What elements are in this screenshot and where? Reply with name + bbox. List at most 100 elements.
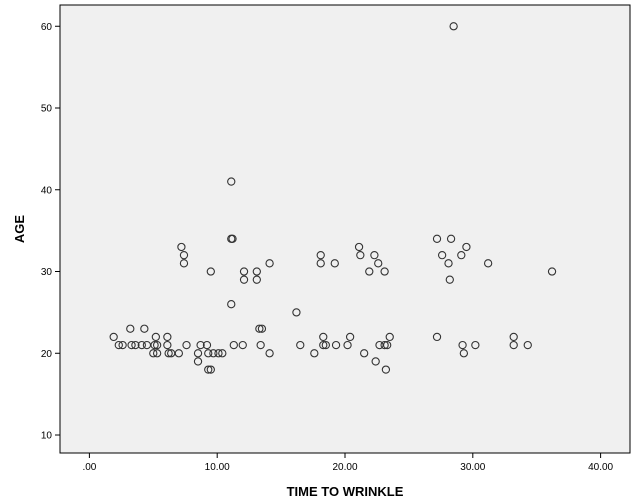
data-point — [227, 300, 236, 309]
data-point — [238, 340, 247, 350]
data-point — [446, 234, 456, 243]
data-point — [321, 340, 330, 350]
data-point — [179, 251, 189, 260]
data-point — [227, 177, 236, 186]
data-point — [150, 340, 159, 350]
data-point — [458, 340, 467, 350]
y-axis-title: AGE — [12, 215, 27, 244]
data-point — [459, 349, 469, 358]
data-point — [523, 340, 532, 350]
data-point — [239, 275, 249, 284]
data-point — [432, 234, 442, 243]
data-point — [316, 259, 325, 268]
data-point — [462, 242, 471, 252]
y-tick-label: 50 — [41, 104, 53, 115]
data-point — [370, 251, 379, 260]
data-point — [229, 340, 238, 350]
data-point — [163, 340, 172, 350]
data-point — [214, 349, 223, 358]
data-point — [163, 332, 172, 342]
x-tick-label: 10.00 — [205, 462, 230, 473]
data-point — [380, 340, 389, 350]
data-point — [140, 324, 149, 333]
data-point — [471, 340, 480, 350]
data-point — [432, 332, 442, 342]
data-point — [179, 259, 189, 268]
x-tick-label: 40.00 — [588, 462, 613, 473]
data-point — [152, 349, 162, 358]
data-point — [126, 324, 135, 333]
data-point — [345, 332, 355, 342]
data-point — [265, 349, 274, 358]
data-point — [131, 340, 140, 350]
data-point — [149, 349, 158, 358]
data-point — [114, 340, 123, 350]
data-point — [356, 251, 365, 260]
data-point — [228, 234, 237, 243]
x-tick-label: 30.00 — [460, 462, 485, 473]
data-point — [319, 340, 328, 350]
y-axis: 10 20 30 40 50 60 — [41, 22, 60, 442]
data-point — [354, 242, 364, 252]
data-point — [316, 251, 325, 260]
data-point — [330, 259, 339, 268]
data-point — [444, 259, 453, 268]
y-tick-label: 30 — [41, 267, 53, 278]
y-tick-label: 40 — [41, 185, 53, 196]
data-point — [360, 349, 369, 358]
data-point — [206, 365, 215, 374]
data-point — [457, 251, 466, 260]
data-point — [380, 267, 389, 276]
data-point — [252, 267, 261, 276]
data-point — [196, 340, 205, 350]
data-point — [204, 349, 213, 358]
y-tick-label: 20 — [41, 349, 53, 360]
data-point — [206, 267, 215, 276]
data-point — [218, 349, 227, 358]
data-point — [483, 259, 493, 268]
data-point — [193, 349, 203, 358]
data-point — [547, 267, 557, 276]
data-point — [127, 340, 136, 350]
data-point — [109, 332, 118, 342]
data-point — [177, 242, 186, 252]
data-point — [296, 340, 305, 350]
data-point — [252, 275, 261, 284]
data-point — [174, 349, 184, 358]
data-point — [445, 275, 454, 284]
data-point — [292, 308, 301, 317]
data-point — [385, 332, 394, 342]
data-point — [209, 349, 218, 358]
data-point — [310, 349, 319, 358]
data-point — [437, 251, 447, 260]
data-point — [331, 340, 341, 350]
data-point — [164, 349, 173, 358]
data-point — [319, 332, 328, 342]
data-point — [255, 324, 264, 333]
y-tick-label: 10 — [41, 431, 53, 442]
data-point — [449, 22, 458, 31]
data-point — [204, 365, 213, 374]
data-point — [151, 332, 161, 342]
data-point — [343, 340, 352, 350]
x-tick-label: 20.00 — [332, 462, 357, 473]
data-point — [152, 340, 162, 350]
data-point — [202, 340, 212, 350]
data-point — [265, 259, 274, 268]
data-point — [182, 340, 191, 350]
y-tick-label: 60 — [41, 22, 53, 33]
data-point — [137, 340, 146, 350]
data-point — [365, 267, 374, 276]
data-points — [109, 22, 557, 374]
data-point — [371, 357, 380, 366]
data-point — [256, 340, 265, 350]
data-point — [239, 267, 249, 276]
x-axis-title: TIME TO WRINKLE — [287, 484, 404, 499]
data-point — [381, 365, 391, 374]
data-point — [509, 340, 518, 350]
plot-area — [59, 4, 631, 454]
x-axis: .00 10.00 20.00 30.00 40.00 — [82, 453, 614, 473]
data-point — [374, 259, 383, 268]
x-tick-label: .00 — [82, 462, 96, 473]
